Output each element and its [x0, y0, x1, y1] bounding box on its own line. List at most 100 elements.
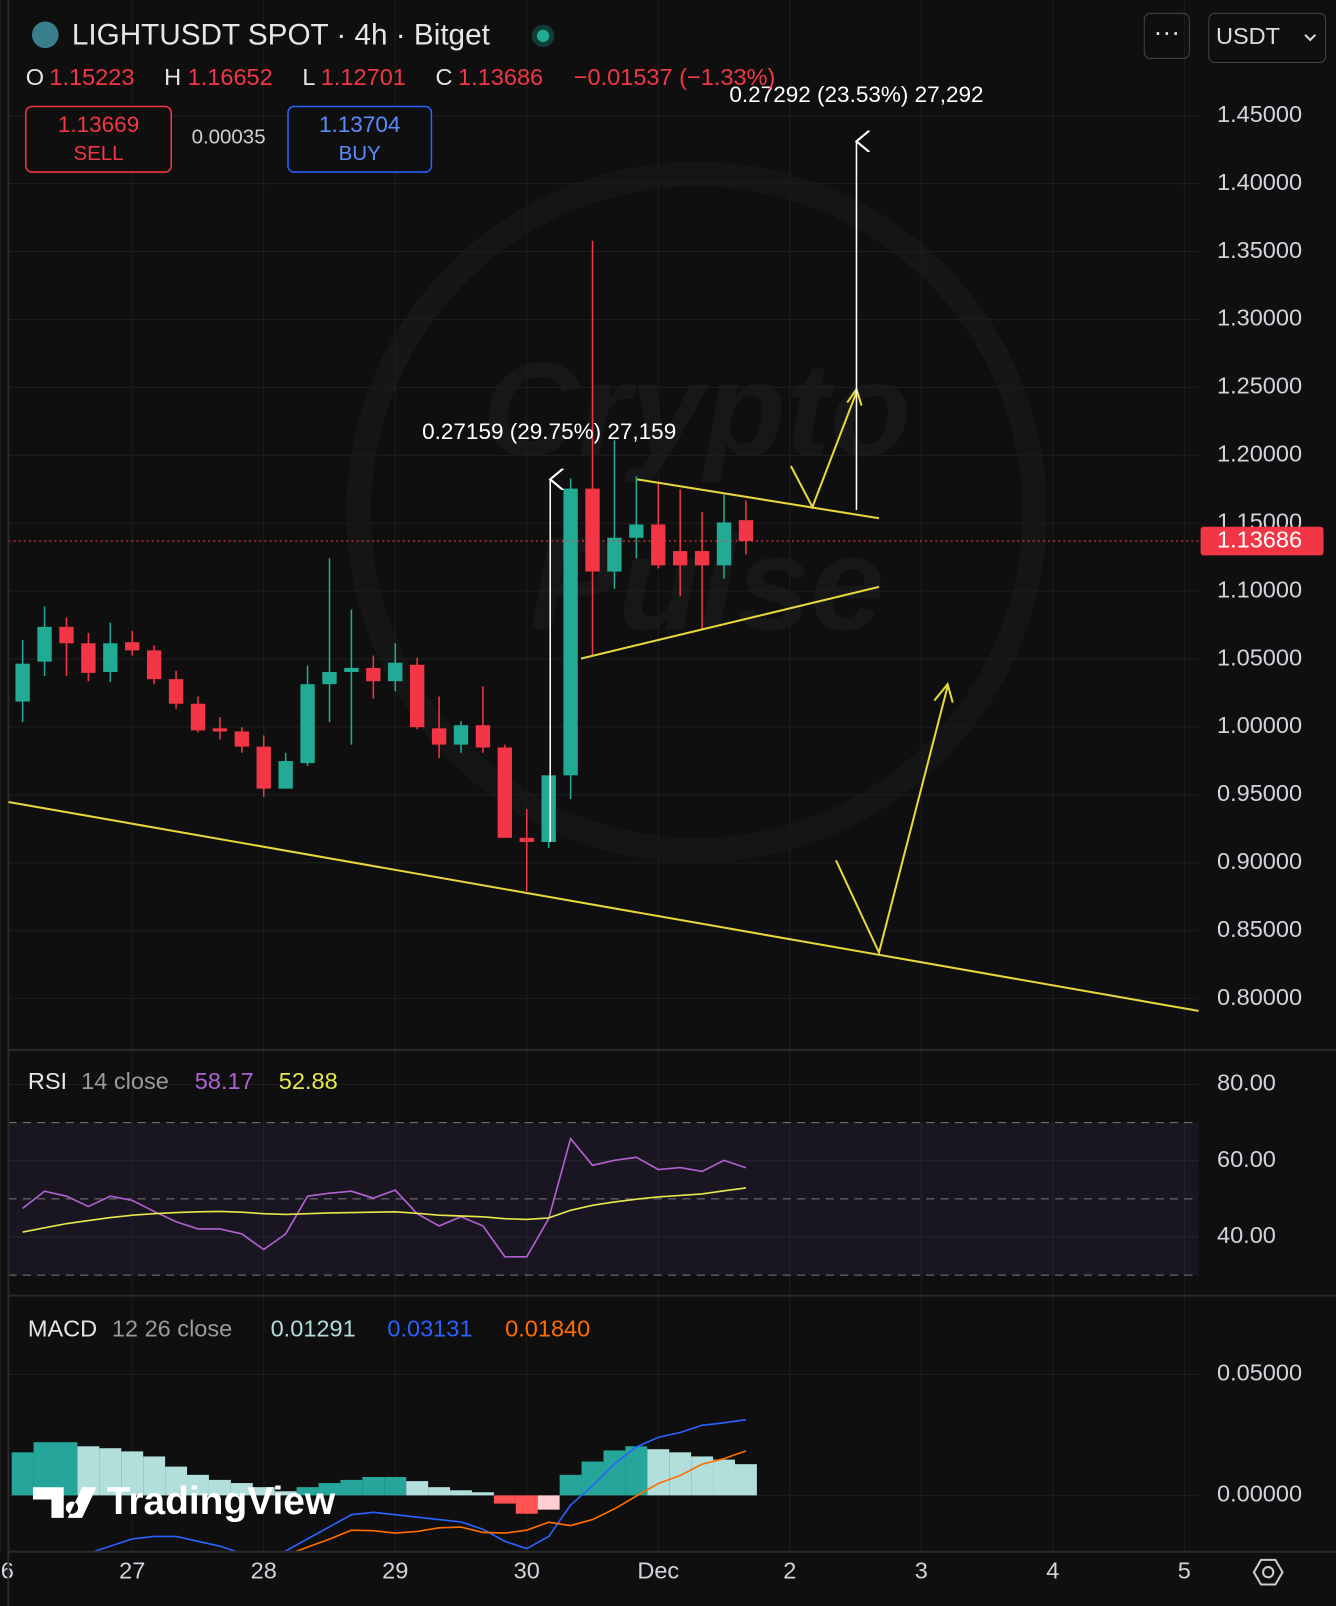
- watermark-ring: [346, 161, 1047, 863]
- y-tick-label: 0.00000: [1217, 1481, 1302, 1507]
- settings-hex: [1252, 1558, 1284, 1586]
- y-tick-label: 0.90000: [1217, 848, 1302, 874]
- settings-dot: [1262, 1566, 1275, 1579]
- macd-histogram-bar: [77, 1446, 100, 1496]
- logo-text: TradingView: [107, 1480, 336, 1523]
- indicator-line: [22, 1136, 747, 1258]
- trend-line: [580, 585, 880, 660]
- macd-histogram-bar: [406, 1481, 429, 1496]
- macd-histogram-bar: [187, 1474, 209, 1496]
- sell-button[interactable]: [25, 105, 173, 173]
- candle-body: [431, 728, 447, 745]
- macd-histogram-bar: [296, 1487, 319, 1496]
- header: LIGHTUSDT SPOT · 4h · Bitget ··· USDT O …: [25, 12, 1327, 173]
- candle-body: [366, 667, 381, 682]
- status-dot: [536, 29, 550, 42]
- macd-histogram-bar: [33, 1442, 56, 1496]
- y-tick-label: 1.10000: [1217, 576, 1302, 602]
- macd-pane: [11, 1418, 757, 1552]
- more-icon: ···: [1153, 17, 1180, 47]
- ohlc-key: L: [302, 64, 315, 90]
- ohlc-key: H: [164, 64, 181, 90]
- y-tick-label: 0.80000: [1217, 984, 1302, 1010]
- path-arrow: [835, 685, 949, 956]
- y-tick-label: 1.30000: [1217, 305, 1302, 331]
- more-button[interactable]: [1143, 12, 1190, 59]
- candle-body: [541, 775, 556, 843]
- y-tick-label: 1.20000: [1217, 441, 1302, 467]
- ohlc-change: −0.01537 (−1.33%): [574, 64, 776, 90]
- settings-icon[interactable]: [1252, 1558, 1284, 1586]
- candle-body: [607, 537, 622, 572]
- macd-histogram-bar: [165, 1466, 188, 1496]
- candle-body: [146, 650, 162, 680]
- watermark-text: Pulse: [529, 509, 884, 658]
- candle-body: [168, 679, 184, 704]
- candle-body: [738, 520, 754, 542]
- y-tick-label: 1.00000: [1217, 712, 1302, 738]
- candle-body: [256, 746, 271, 789]
- macd-histogram-bar: [669, 1452, 692, 1496]
- rsi-legend: RSI 14 close 58.17 52.88: [28, 1068, 338, 1094]
- macd-histogram-bar: [515, 1495, 538, 1514]
- y-tick-label: 0.85000: [1217, 916, 1302, 942]
- candle-body: [190, 703, 206, 731]
- indicator-value: 58.17: [195, 1068, 254, 1094]
- x-tick-label: 2: [783, 1557, 796, 1583]
- indicator-value: 0.03131: [387, 1316, 472, 1342]
- macd-histogram-bar: [121, 1451, 144, 1496]
- indicator-value: 52.88: [279, 1068, 338, 1094]
- candle-body: [59, 626, 74, 644]
- candle-body: [497, 747, 513, 838]
- candle-body: [125, 642, 140, 651]
- indicator-value: 0.01291: [271, 1316, 356, 1342]
- macd-histogram-bar: [471, 1492, 494, 1496]
- candle-body: [673, 551, 688, 566]
- indicator-params: 12 26 close: [112, 1316, 232, 1342]
- macd-histogram-bar: [559, 1474, 582, 1496]
- macd-histogram-bar: [493, 1495, 516, 1504]
- macd-histogram-bar: [647, 1449, 670, 1496]
- macd-histogram-bar: [208, 1479, 231, 1496]
- currency-select[interactable]: [1208, 12, 1327, 63]
- x-tick-label: 3: [915, 1557, 928, 1583]
- candle-body: [322, 671, 337, 685]
- indicator-name: RSI: [28, 1068, 67, 1094]
- x-tick-label: 4: [1046, 1557, 1059, 1583]
- indicator-line: [90, 1418, 747, 1552]
- buy-button[interactable]: [287, 105, 433, 173]
- macd-histogram-bar: [603, 1450, 626, 1496]
- macd-legend: MACD 12 26 close 0.01291 0.03131 0.01840: [28, 1316, 590, 1342]
- macd-histogram-bar: [274, 1491, 297, 1496]
- macd-histogram-bar: [625, 1446, 648, 1496]
- sell-label: SELL: [73, 142, 123, 165]
- y-tick-label: 1.05000: [1217, 644, 1302, 670]
- ohlc-value: 1.15223: [49, 64, 134, 90]
- macd-histogram-bar: [713, 1459, 735, 1496]
- candle-body: [15, 663, 30, 702]
- candle-body: [409, 664, 425, 728]
- candle-body: [519, 837, 534, 843]
- watermark-text: Crypto: [482, 335, 911, 484]
- chevron: [1304, 34, 1317, 42]
- macd-histogram-bar: [55, 1442, 78, 1496]
- macd-histogram-bar: [340, 1479, 363, 1496]
- candle-body: [103, 643, 118, 672]
- ohlc-key: O: [26, 64, 44, 90]
- candle-body: [716, 522, 732, 566]
- candle-body: [212, 728, 228, 732]
- candle-body: [694, 551, 710, 566]
- macd-histogram-bar: [450, 1490, 472, 1496]
- logo: TradingView: [32, 1480, 336, 1523]
- ohlc-value: 1.16652: [188, 64, 273, 90]
- candle-body: [234, 731, 249, 747]
- x-tick-label: 5: [1178, 1557, 1191, 1583]
- y-tick-label: 0.95000: [1217, 780, 1302, 806]
- macd-histogram-bar: [734, 1464, 757, 1496]
- macd-histogram-bar: [99, 1448, 122, 1496]
- macd-histogram-bar: [252, 1487, 275, 1496]
- symbol-title: LIGHTUSDT SPOT · 4h · Bitget: [72, 19, 491, 52]
- price-pane: [8, 240, 1199, 892]
- indicator-params: 14 close: [81, 1068, 169, 1094]
